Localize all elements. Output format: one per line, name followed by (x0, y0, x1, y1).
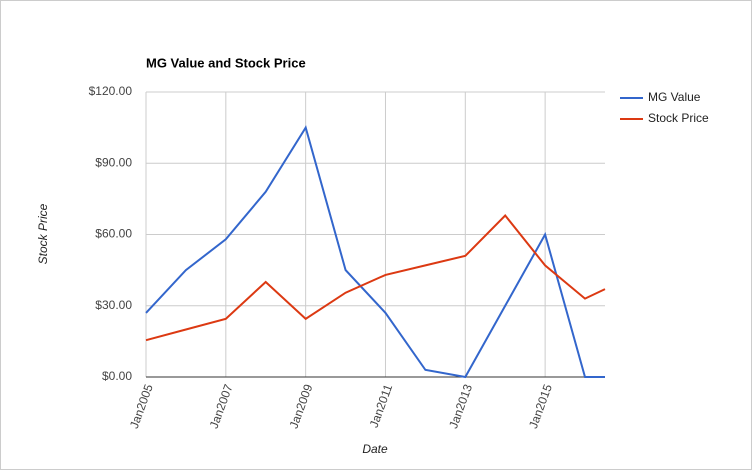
y-axis-label: Stock Price (36, 203, 50, 264)
y-tick-label: $90.00 (95, 155, 132, 169)
legend-label: MG Value (648, 90, 701, 104)
y-tick-label: $120.00 (89, 84, 133, 98)
legend-label: Stock Price (648, 111, 709, 125)
y-tick-label: $0.00 (102, 369, 132, 383)
y-tick-label: $60.00 (95, 227, 132, 241)
y-tick-label: $30.00 (95, 298, 132, 312)
chart-title: MG Value and Stock Price (146, 55, 306, 70)
series-line (145, 213, 606, 342)
x-axis-label: Date (362, 442, 388, 456)
series-line (145, 125, 605, 379)
